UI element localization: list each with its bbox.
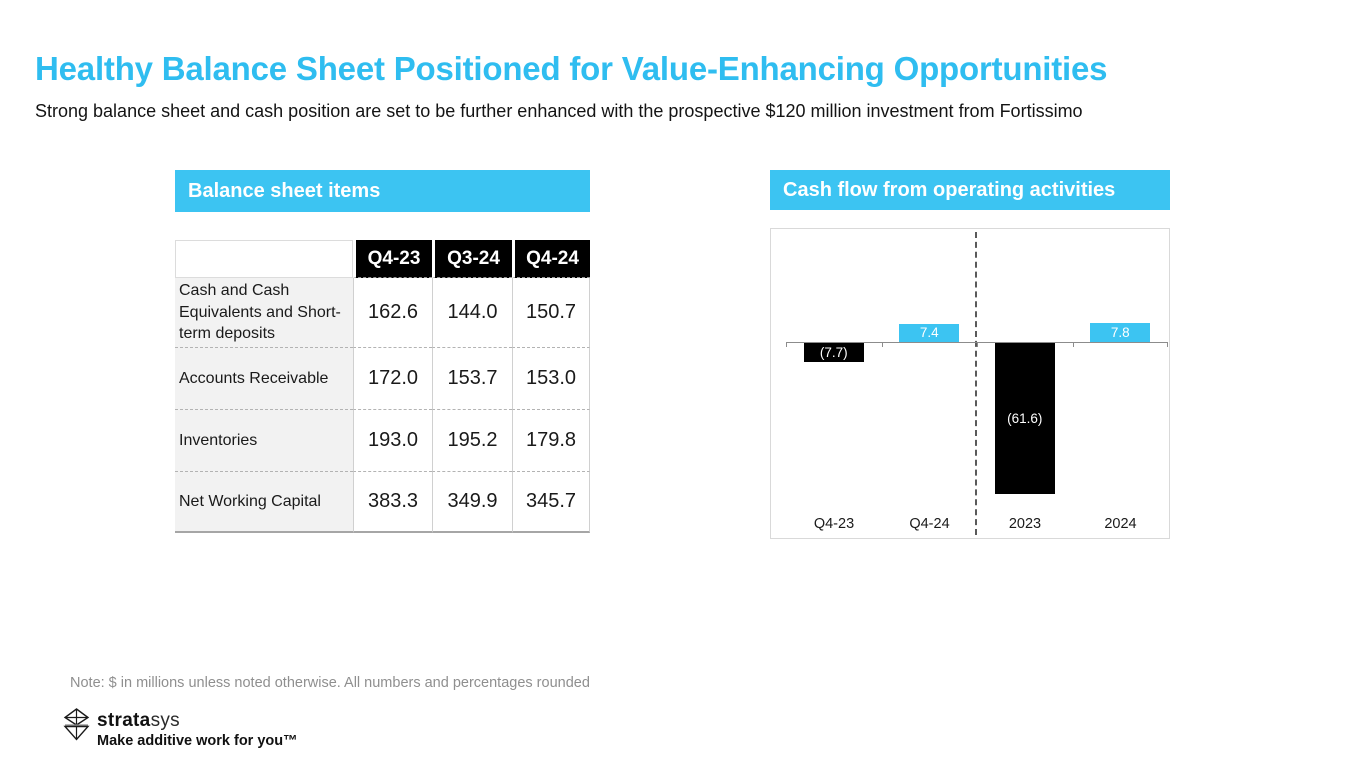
table-value: 193.0: [353, 410, 432, 472]
table-value: 195.2: [432, 410, 512, 472]
period-separator-dashed-line: [975, 232, 977, 535]
category-label-2023: 2023: [1008, 516, 1042, 532]
column-header-q4-24: Q4-24: [512, 240, 590, 278]
logo-tagline: Make additive work for you™: [97, 733, 298, 749]
page-title: Healthy Balance Sheet Positioned for Val…: [35, 50, 1108, 87]
bar-value-label: (61.6): [1007, 410, 1043, 426]
row-label-accounts-receivable: Accounts Receivable: [175, 348, 353, 410]
category-label-q4-23: Q4-23: [813, 516, 855, 532]
wordmark-sys: sys: [150, 710, 180, 731]
axis-tick: [1167, 342, 1168, 347]
table-value: 172.0: [353, 348, 432, 410]
page-subtitle: Strong balance sheet and cash position a…: [35, 101, 1083, 121]
bar-2023: (61.6): [994, 343, 1055, 494]
balance-sheet-header: Balance sheet items: [175, 170, 590, 212]
table-value: 179.8: [512, 410, 590, 472]
stratasys-logo-icon: [63, 708, 90, 741]
table-value: 383.3: [353, 472, 432, 533]
bar-value-label: 7.8: [1110, 324, 1130, 340]
cash-flow-chart-header: Cash flow from operating activities: [770, 170, 1170, 210]
stratasys-wordmark: stratasys: [97, 710, 180, 732]
axis-tick: [1072, 342, 1074, 347]
category-label-q4-24: Q4-24: [909, 516, 950, 532]
table-value: 345.7: [512, 472, 590, 533]
bar-value-label: 7.4: [919, 325, 939, 341]
row-label-cash-equivalents: Cash and Cash Equivalents and Short-term…: [175, 278, 353, 348]
bar-q4-24: 7.4: [899, 323, 960, 342]
axis-tick: [881, 342, 883, 347]
table-value: 150.7: [512, 278, 590, 348]
bar-2024: 7.8: [1090, 322, 1151, 342]
column-header-q3-24: Q3-24: [432, 240, 512, 278]
bar-value-label: (7.7): [819, 344, 848, 360]
table-value: 153.0: [512, 348, 590, 410]
table-value: 153.7: [432, 348, 512, 410]
column-header-q4-23: Q4-23: [353, 240, 432, 278]
wordmark-strata: strata: [97, 710, 151, 731]
axis-tick: [786, 342, 787, 347]
cash-flow-bar-chart: (7.7) 7.4 (61.6) 7.8 Q4-23 Q4-24 2023 20…: [770, 228, 1170, 539]
table-value: 349.9: [432, 472, 512, 533]
table-corner-cell: [175, 240, 353, 278]
row-label-net-working-capital: Net Working Capital: [175, 472, 353, 533]
row-label-inventories: Inventories: [175, 410, 353, 472]
table-value: 162.6: [353, 278, 432, 348]
bar-q4-23: (7.7): [803, 343, 864, 362]
axis-tick: [977, 342, 978, 347]
balance-sheet-table: Q4-23 Q3-24 Q4-24 Cash and Cash Equivale…: [175, 240, 590, 533]
category-label-2024: 2024: [1104, 516, 1137, 532]
table-value: 144.0: [432, 278, 512, 348]
footnote: Note: $ in millions unless noted otherwi…: [70, 675, 590, 691]
